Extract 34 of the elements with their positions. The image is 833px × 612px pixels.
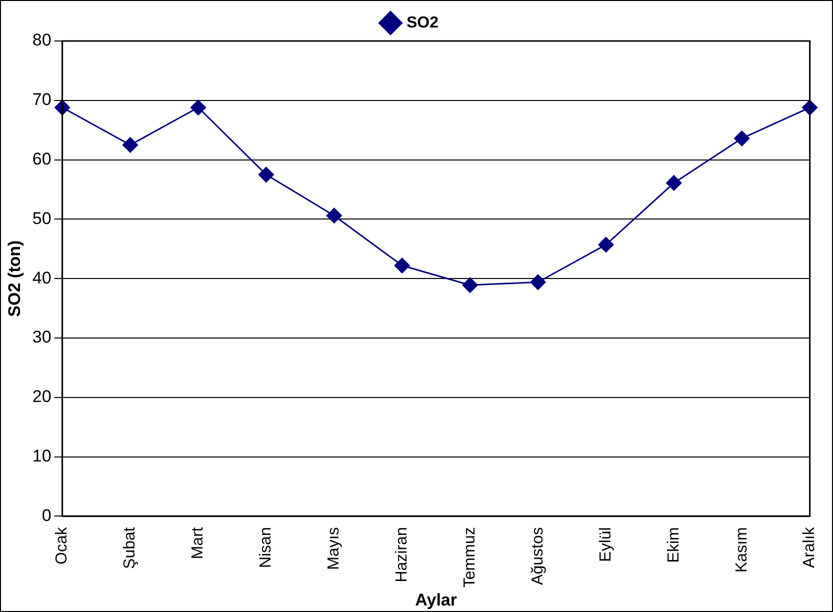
point xyxy=(394,258,410,274)
y-tick-label: 0 xyxy=(42,506,52,525)
legend-label: SO2 xyxy=(406,14,439,32)
point xyxy=(734,130,750,146)
x-tick-label: Temmuz xyxy=(461,527,478,588)
y-tick-label: 40 xyxy=(32,268,52,288)
x-tick-label: Ekim xyxy=(665,527,682,563)
x-axis-title: Aylar xyxy=(415,590,458,610)
x-tick-label: Eylül xyxy=(597,527,614,562)
y-tick-label: 30 xyxy=(32,328,52,347)
y-tick-label: 60 xyxy=(32,149,52,168)
x-tick-label: Haziran xyxy=(393,527,410,582)
x-tick-label: Aralık xyxy=(801,526,818,568)
point xyxy=(190,100,206,116)
point xyxy=(530,274,546,290)
x-tick-label: Şubat xyxy=(122,526,139,569)
point xyxy=(462,277,478,293)
point xyxy=(258,166,274,182)
point xyxy=(122,137,138,153)
y-tick-label: 50 xyxy=(32,208,52,228)
x-tick-label: Nisan xyxy=(258,527,275,568)
x-tick-label: Kasım xyxy=(733,527,750,572)
y-tick-label: 80 xyxy=(32,30,52,50)
x-tick-label: Ağustos xyxy=(529,527,546,585)
y-tick-label: 20 xyxy=(32,387,52,406)
x-tick-label: Ocak xyxy=(54,526,71,564)
x-tick-label: Mart xyxy=(190,526,207,560)
point xyxy=(598,236,614,252)
y-tick-label: 70 xyxy=(32,90,52,110)
y-tick-label: 10 xyxy=(32,446,52,466)
x-tick-label: Mayıs xyxy=(326,527,343,570)
y-axis-title: SO2 (ton) xyxy=(4,240,24,317)
point xyxy=(326,208,342,224)
point xyxy=(666,175,682,191)
